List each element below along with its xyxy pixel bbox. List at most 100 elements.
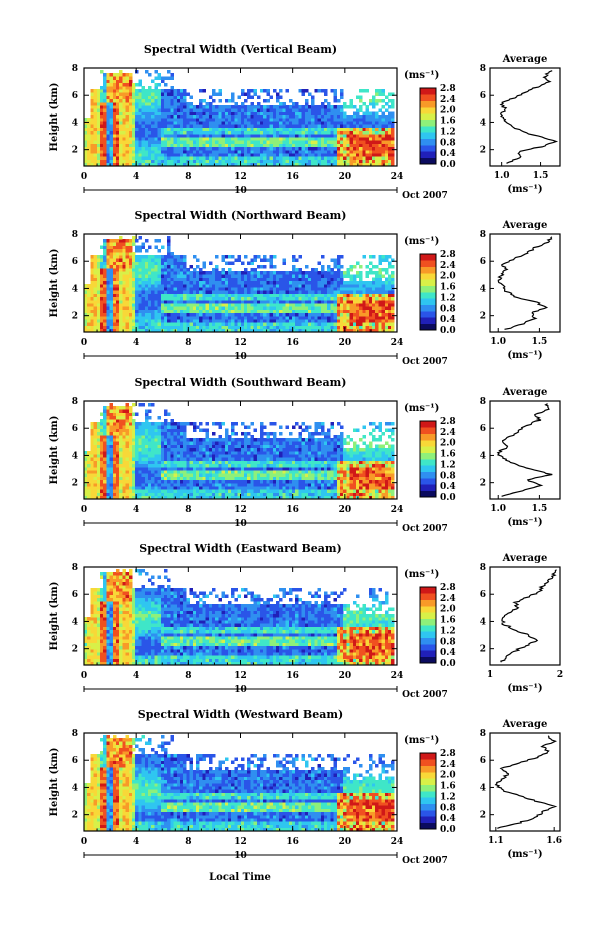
heatmap-cell [151, 124, 155, 128]
heatmap-cell [202, 143, 206, 148]
heatmap-cell [388, 322, 392, 326]
heatmap-cell [112, 322, 117, 326]
heatmap-cell [237, 111, 242, 116]
heatmap-cell [301, 105, 306, 109]
heatmap-cell [125, 162, 130, 167]
heatmap-cell [87, 143, 91, 148]
heatmap-cell [176, 121, 181, 125]
heatmap-cell [96, 287, 101, 291]
heatmap-cell [183, 261, 187, 266]
heatmap-cell [173, 98, 178, 103]
heatmap-cell [266, 309, 270, 314]
heatmap-cell [266, 114, 270, 119]
heatmap-cell [157, 328, 162, 333]
heatmap-cell [176, 287, 181, 291]
heatmap-cell [208, 296, 213, 301]
heatmap-cell [132, 441, 136, 445]
heatmap-cell [218, 328, 222, 333]
heatmap-cell [375, 111, 379, 116]
heatmap-cell [138, 82, 142, 87]
heatmap-cell [212, 328, 216, 333]
heatmap-cell [349, 303, 354, 307]
y-tick-label: 6 [72, 91, 78, 101]
heatmap-cell [116, 82, 120, 87]
heatmap-cell [138, 277, 142, 282]
heatmap-cell [128, 137, 133, 141]
heatmap-cell [276, 303, 280, 307]
heatmap-cell [100, 287, 104, 291]
heatmap-cell [119, 444, 123, 449]
heatmap-cell [247, 306, 251, 310]
heatmap-cell [301, 143, 306, 148]
heatmap-cell [272, 316, 277, 320]
heatmap-cell [244, 92, 248, 96]
heatmap-cell [343, 274, 347, 278]
heatmap-cell [96, 156, 101, 160]
heatmap-cell [112, 287, 117, 291]
heatmap-cell [186, 309, 190, 314]
heatmap-cell [272, 306, 277, 310]
heatmap-cell [266, 159, 270, 164]
heatmap-cell [109, 130, 114, 135]
heatmap-cell [218, 312, 222, 317]
heatmap-cell [301, 316, 306, 320]
heatmap-cell [112, 415, 117, 420]
heatmap-cell [196, 328, 200, 333]
heatmap-cell [333, 130, 338, 135]
heatmap-cell [138, 236, 142, 240]
heatmap-cell [109, 124, 114, 128]
heatmap-cell [359, 146, 363, 151]
heatmap-cell [192, 153, 197, 157]
heatmap-cell [276, 124, 280, 128]
heatmap-cell [231, 328, 235, 333]
heatmap-cell [173, 325, 178, 330]
heatmap-cell [301, 153, 306, 157]
heatmap-cell [199, 274, 203, 278]
heatmap-cell [266, 293, 270, 298]
heatmap-cell [112, 255, 117, 259]
heatmap-cell [215, 127, 219, 132]
heatmap-cell [138, 284, 142, 288]
heatmap-cell [340, 255, 344, 259]
heatmap-cell [148, 303, 152, 307]
heatmap-cell [295, 268, 299, 272]
heatmap-cell [192, 322, 197, 326]
heatmap-cell [192, 290, 197, 294]
heatmap-cell [336, 124, 341, 128]
heatmap-cell [96, 127, 101, 132]
heatmap-cell [189, 309, 194, 314]
heatmap-cell [381, 98, 386, 103]
heatmap-cell [228, 140, 232, 144]
heatmap-cell [276, 280, 280, 285]
heatmap-cell [183, 153, 187, 157]
heatmap-cell [96, 463, 101, 468]
heatmap-cell [157, 140, 162, 144]
heatmap-cell [176, 156, 181, 160]
heatmap-cell [237, 312, 242, 317]
heatmap-cell [116, 287, 120, 291]
heatmap-cell [256, 306, 261, 310]
heatmap-cell [151, 162, 155, 167]
heatmap-cell [327, 319, 331, 323]
heatmap-cell [333, 258, 338, 262]
heatmap-cell [93, 470, 98, 474]
heatmap-cell [221, 162, 226, 167]
heatmap-cell [135, 422, 139, 426]
heatmap-cell [298, 134, 302, 138]
heatmap-cell [333, 140, 338, 144]
heatmap-cell [221, 124, 226, 128]
heatmap-cell [103, 476, 107, 481]
heatmap-cell [151, 280, 155, 285]
heatmap-cell [180, 258, 184, 262]
heatmap-cell [173, 153, 178, 157]
heatmap-cell [260, 146, 264, 151]
heatmap-cell [135, 451, 139, 455]
heatmap-cell [285, 134, 290, 138]
colorbar-swatch [420, 151, 436, 159]
heatmap-cell [119, 447, 123, 452]
heatmap-cell [160, 284, 165, 288]
heatmap-cell [148, 130, 152, 135]
heatmap-cell [349, 290, 354, 294]
heatmap-cell [250, 140, 254, 144]
heatmap-cell [228, 271, 232, 275]
